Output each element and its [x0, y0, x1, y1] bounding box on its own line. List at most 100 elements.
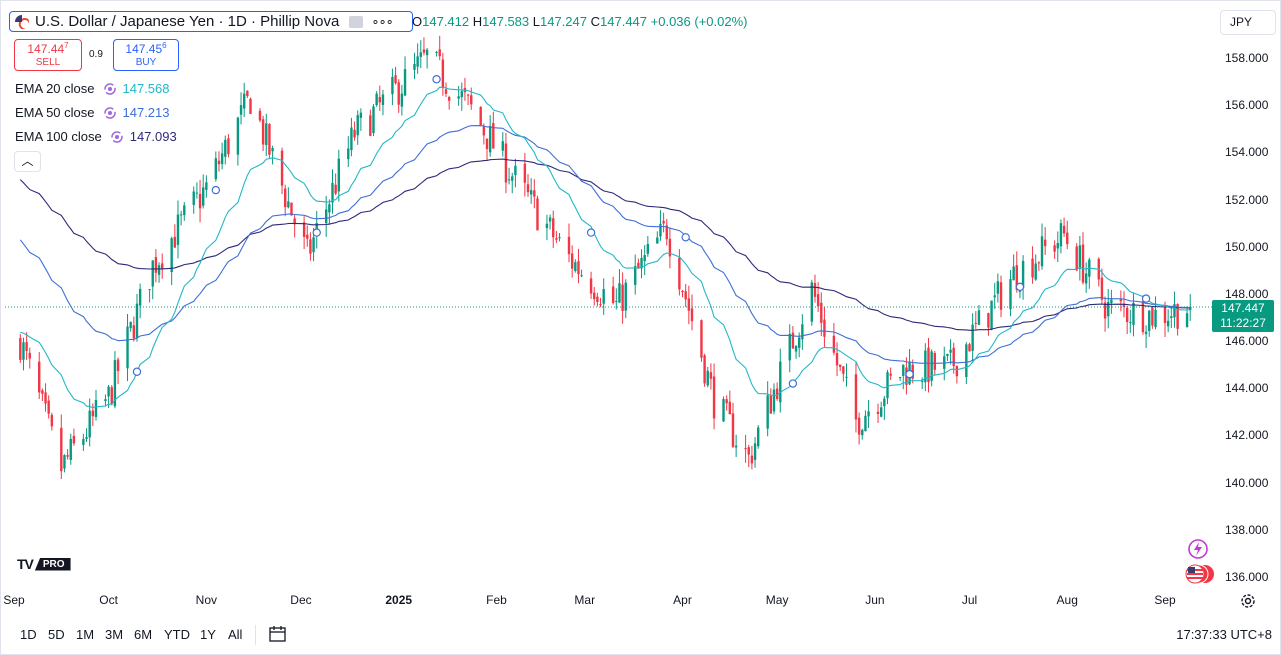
tv-logo-mark: TV [17, 556, 34, 572]
candle-body [999, 282, 1003, 310]
candle-body [731, 413, 735, 447]
candle-body [842, 366, 845, 374]
candle-body [1056, 243, 1059, 249]
range-5d[interactable]: 5D [48, 627, 65, 642]
candle-body [82, 439, 85, 445]
candle-body [971, 324, 974, 351]
candle-body [990, 300, 993, 330]
candle-body [1084, 273, 1088, 284]
candle-body [728, 401, 732, 415]
range-1y[interactable]: 1Y [200, 627, 216, 642]
currency-flags-icon[interactable] [1185, 563, 1215, 585]
symbol-title-box[interactable]: U.S. Dollar / Japanese Yen · 1D · Philli… [9, 11, 413, 32]
candle-body [977, 310, 981, 325]
indicator-ema20[interactable]: EMA 20 close 147.568 [15, 81, 170, 96]
indicator-ema50[interactable]: EMA 50 close 147.213 [15, 105, 170, 120]
symbol-title: U.S. Dollar / Japanese Yen · 1D · Philli… [35, 13, 340, 30]
candle-body [816, 294, 820, 307]
candle-body [536, 198, 539, 231]
range-1m[interactable]: 1M [76, 627, 95, 642]
candle-body [952, 347, 955, 367]
candle-body [403, 69, 407, 96]
candle-body [574, 262, 577, 271]
collapse-legend-button[interactable]: ︿ [14, 151, 41, 172]
price-tick-label: 156.000 [1225, 98, 1269, 113]
price-tick-label: 150.000 [1225, 239, 1269, 254]
range-3m[interactable]: 3M [105, 627, 124, 642]
date-range-icon[interactable] [268, 625, 288, 643]
ohlc-close-label: C [590, 14, 601, 29]
candle-body [151, 260, 154, 287]
candle-body [482, 126, 486, 136]
candle-body [665, 225, 668, 240]
candle-body [646, 244, 650, 254]
price-tick-label: 146.000 [1225, 334, 1269, 349]
settings-gear-icon[interactable] [1239, 592, 1257, 610]
candle-body [394, 75, 397, 84]
candle-body [832, 335, 836, 353]
candle-body [1066, 232, 1069, 245]
candle-body [618, 283, 621, 303]
last-price-badge: 147.447 11:22:27 [1212, 300, 1274, 332]
last-price-value: 147.447 [1221, 301, 1265, 315]
buy-button[interactable]: 147.456 BUY [113, 39, 179, 71]
refresh-icon[interactable] [103, 82, 117, 96]
sell-button[interactable]: 147.447 SELL [14, 39, 82, 71]
candle-body [526, 184, 530, 193]
candle-body [854, 374, 858, 420]
range-ytd[interactable]: YTD [164, 627, 190, 642]
more-dots-icon[interactable]: ∘∘∘ [371, 13, 393, 29]
range-all[interactable]: All [228, 627, 243, 642]
range-6m[interactable]: 6M [134, 627, 153, 642]
candle-body [1129, 322, 1132, 324]
time-tick-label: May [765, 593, 789, 607]
time-tick-label: Mar [574, 593, 596, 607]
ohlc-high-label: H [472, 14, 483, 29]
candle-body [1021, 260, 1025, 288]
candle-body [22, 342, 25, 360]
candle-body [687, 298, 691, 311]
candle-body [391, 76, 394, 95]
candle-body [662, 220, 665, 224]
currency-selector[interactable]: JPY [1220, 10, 1276, 35]
candle-body [924, 350, 927, 383]
candle-body [1062, 225, 1066, 234]
candle-body [1119, 299, 1123, 302]
candle-body [845, 376, 848, 378]
indicator-ema100[interactable]: EMA 100 close 147.093 [15, 129, 177, 144]
candle-body [867, 411, 870, 417]
range-1d[interactable]: 1D [20, 627, 37, 642]
event-marker [211, 185, 221, 195]
candle-body [224, 139, 227, 157]
candle-body [706, 370, 709, 386]
candle-body [987, 313, 990, 328]
candle-body [611, 286, 615, 303]
candle-body [507, 179, 511, 181]
candle-body [306, 234, 309, 239]
candle-body [1173, 304, 1176, 318]
ohlc-close: 147.447 [600, 14, 648, 29]
candle-body [447, 96, 451, 101]
candle-body [132, 325, 136, 339]
refresh-icon[interactable] [110, 130, 124, 144]
candle-body [545, 223, 549, 229]
candle-body [107, 386, 110, 397]
lightning-icon[interactable] [1187, 538, 1209, 560]
candle-body [876, 411, 880, 414]
clock-timezone[interactable]: 17:37:33 UTC+8 [1176, 627, 1272, 642]
candle-body [927, 347, 930, 383]
candle-body [974, 322, 977, 324]
candle-body [268, 123, 271, 155]
candle-body [94, 399, 98, 417]
indicator-name: EMA 50 close [15, 105, 95, 120]
candle-body [85, 437, 88, 439]
candle-body [44, 392, 47, 404]
refresh-icon[interactable] [103, 106, 117, 120]
candle-body [283, 188, 287, 208]
candle-body [183, 205, 186, 216]
flag-tag-icon[interactable] [349, 15, 364, 28]
candle-body [690, 308, 694, 322]
candle-body [397, 82, 400, 105]
candle-body [179, 214, 183, 216]
